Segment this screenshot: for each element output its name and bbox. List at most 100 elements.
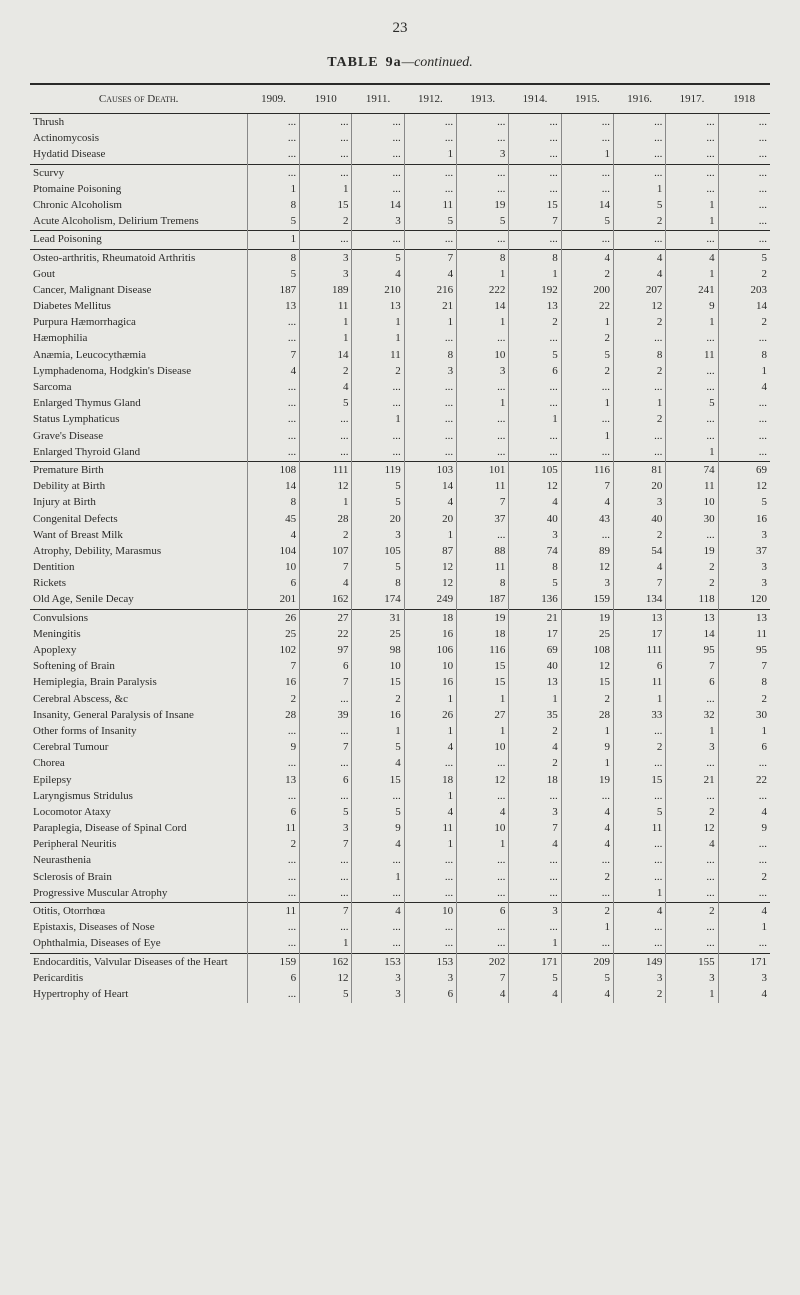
table-cell: ... (509, 920, 561, 936)
table-cell: ... (247, 147, 299, 164)
table-cell: 2 (561, 692, 613, 708)
table-cell: 5 (300, 805, 352, 821)
table-cell: 10 (457, 348, 509, 364)
table-cell: ... (718, 396, 770, 412)
table-cell: ... (404, 114, 456, 132)
row-label: Sclerosis of Brain (30, 870, 247, 886)
table-cell: 2 (718, 870, 770, 886)
table-cell: 4 (404, 495, 456, 511)
table-row: Endocarditis, Valvular Diseases of the H… (30, 953, 770, 971)
table-cell: 30 (666, 512, 718, 528)
table-row: Chorea......4......21......... (30, 756, 770, 772)
table-row: Laryngismus Stridulus.........1.........… (30, 789, 770, 805)
table-cell: 6 (300, 773, 352, 789)
table-cell: 108 (561, 643, 613, 659)
table-cell: 40 (509, 659, 561, 675)
table-cell: 187 (457, 592, 509, 609)
row-label: Lymphadenoma, Hodgkin's Disease (30, 364, 247, 380)
table-cell: 4 (561, 837, 613, 853)
table-cell: 14 (404, 479, 456, 495)
table-cell: 12 (457, 773, 509, 789)
table-cell: 153 (352, 953, 404, 971)
table-cell: 120 (718, 592, 770, 609)
table-cell: ... (457, 182, 509, 198)
row-label: Softening of Brain (30, 659, 247, 675)
table-cell: 1 (300, 495, 352, 511)
table-cell: 2 (666, 903, 718, 921)
table-cell: 1 (718, 364, 770, 380)
table-cell: ... (352, 131, 404, 147)
table-cell: 28 (561, 708, 613, 724)
table-cell: 12 (561, 659, 613, 675)
table-cell: 14 (666, 627, 718, 643)
table-cell: 3 (509, 903, 561, 921)
table-cell: ... (247, 114, 299, 132)
table-cell: ... (247, 853, 299, 869)
table-cell: 4 (509, 740, 561, 756)
table-row: Diabetes Mellitus1311132114132212914 (30, 299, 770, 315)
table-row: Hemiplegia, Brain Paralysis1671516151315… (30, 675, 770, 691)
table-cell: 3 (404, 971, 456, 987)
table-cell: 14 (561, 198, 613, 214)
table-cell: ... (718, 886, 770, 903)
table-cell: 8 (614, 348, 666, 364)
table-cell: 1 (404, 724, 456, 740)
table-cell: 74 (509, 544, 561, 560)
table-row: Ophthalmia, Diseases of Eye...1.........… (30, 936, 770, 953)
table-cell: ... (561, 182, 613, 198)
table-cell: 2 (509, 756, 561, 772)
table-cell: ... (666, 870, 718, 886)
table-cell: ... (404, 380, 456, 396)
table-cell: 2 (561, 331, 613, 347)
table-cell: ... (561, 164, 613, 182)
table-cell: ... (614, 724, 666, 740)
table-cell: 249 (404, 592, 456, 609)
table-cell: ... (247, 756, 299, 772)
table-cell: 25 (561, 627, 613, 643)
table-cell: 3 (352, 528, 404, 544)
table-cell: 3 (718, 576, 770, 592)
table-cell: 105 (509, 461, 561, 479)
table-cell: 5 (509, 576, 561, 592)
table-row: Lymphadenoma, Hodgkin's Disease42233622.… (30, 364, 770, 380)
row-label: Osteo-arthritis, Rheumatoid Arthritis (30, 249, 247, 267)
row-label: Enlarged Thyroid Gland (30, 445, 247, 462)
table-cell: 2 (718, 692, 770, 708)
table-cell: ... (300, 920, 352, 936)
table-cell: ... (509, 789, 561, 805)
row-label: Old Age, Senile Decay (30, 592, 247, 609)
table-cell: 103 (404, 461, 456, 479)
table-cell: ... (718, 331, 770, 347)
table-cell: 1 (561, 920, 613, 936)
row-label: Lead Poisoning (30, 231, 247, 249)
table-cell: 6 (666, 675, 718, 691)
table-cell: 159 (247, 953, 299, 971)
row-label: Enlarged Thymus Gland (30, 396, 247, 412)
table-cell: ... (247, 789, 299, 805)
table-cell: 1 (352, 870, 404, 886)
table-cell: ... (561, 853, 613, 869)
header-label: Causes of Death. (30, 84, 247, 114)
table-cell: 7 (404, 249, 456, 267)
table-cell: 18 (404, 609, 456, 627)
table-cell: 7 (666, 659, 718, 675)
table-cell: 14 (457, 299, 509, 315)
table-cell: 9 (352, 821, 404, 837)
table-cell: ... (352, 936, 404, 953)
table-row: Premature Birth1081111191031011051168174… (30, 461, 770, 479)
table-cell: 15 (352, 773, 404, 789)
table-row: Hypertrophy of Heart...536444214 (30, 987, 770, 1003)
table-cell: 14 (300, 348, 352, 364)
table-cell: 25 (352, 627, 404, 643)
table-cell: ... (457, 920, 509, 936)
table-cell: 37 (457, 512, 509, 528)
table-cell: 5 (509, 348, 561, 364)
table-cell: 69 (718, 461, 770, 479)
table-row: Cerebral Abscess, &c2...211121...2 (30, 692, 770, 708)
table-cell: 1 (509, 936, 561, 953)
table-cell: ... (666, 756, 718, 772)
table-cell: 19 (457, 198, 509, 214)
table-cell: 2 (352, 364, 404, 380)
row-label: Progressive Muscular Atrophy (30, 886, 247, 903)
table-cell: 1 (509, 267, 561, 283)
